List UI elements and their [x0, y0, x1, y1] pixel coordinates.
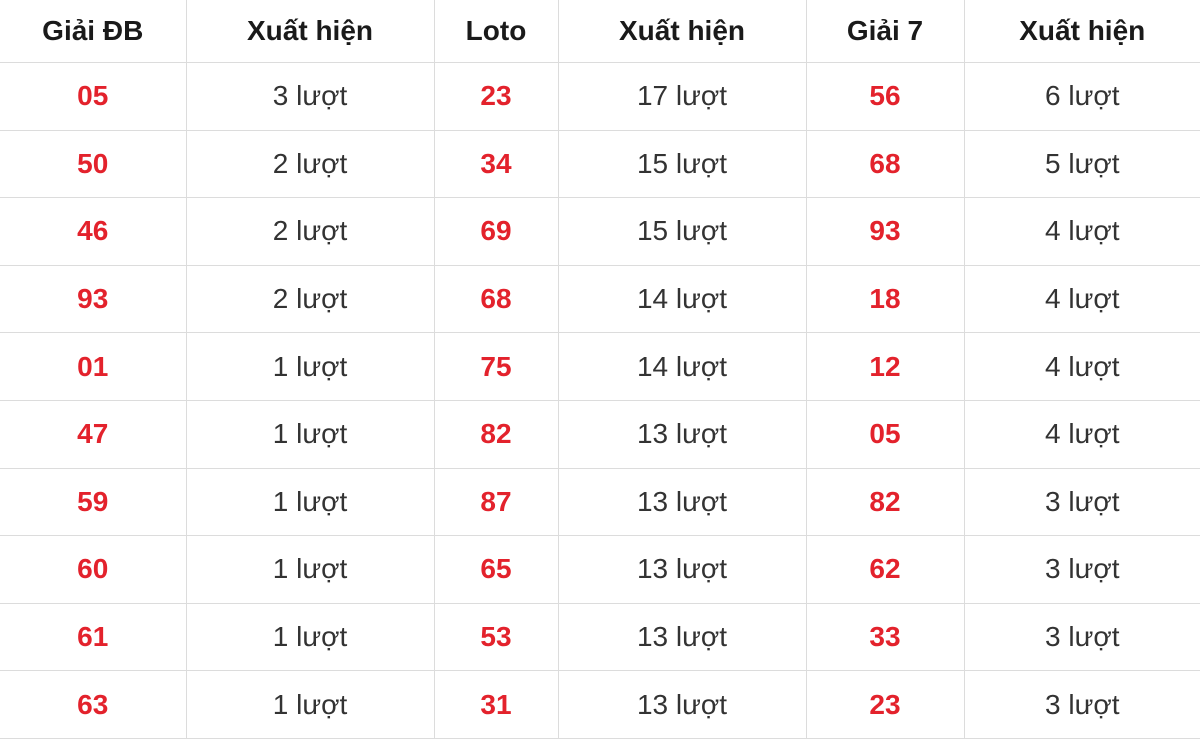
- giai-7-count: 4 lượt: [963, 197, 1200, 266]
- giai-db-number: 47: [0, 399, 187, 469]
- loto-number: 87: [433, 467, 559, 537]
- loto-count: 15 lượt: [557, 129, 807, 199]
- giai-7-count: 3 lượt: [963, 670, 1200, 739]
- loto-number: 34: [433, 129, 559, 199]
- giai-7-number: 93: [805, 197, 965, 266]
- giai-7-number: 33: [805, 602, 965, 672]
- loto-count: 13 lượt: [557, 602, 807, 672]
- table-body: 05 3 lượt 23 17 lượt 56 6 lượt 50 2 lượt 34 15 lư…: [0, 62, 1200, 739]
- header-giai-db: Giải ĐB: [0, 0, 187, 63]
- loto-count: 13 lượt: [557, 670, 807, 739]
- table-row: 46 2 lượt 69 15 lượt 93 4 lượt: [0, 197, 1200, 266]
- table-row: 05 3 lượt 23 17 lượt 56 6 lượt: [0, 62, 1200, 131]
- header-row: Giải ĐB Xuất hiện Loto Xuất hiện Giải 7 …: [0, 0, 1200, 63]
- giai-db-number: 60: [0, 535, 187, 604]
- loto-number: 68: [433, 264, 559, 334]
- loto-count: 14 lượt: [557, 332, 807, 401]
- giai-db-count: 1 lượt: [185, 602, 435, 672]
- giai-7-number: 05: [805, 399, 965, 469]
- loto-number: 82: [433, 399, 559, 469]
- giai-db-number: 46: [0, 197, 187, 266]
- loto-number: 31: [433, 670, 559, 739]
- giai-db-count: 2 lượt: [185, 129, 435, 199]
- loto-count: 13 lượt: [557, 535, 807, 604]
- giai-7-number: 68: [805, 129, 965, 199]
- giai-7-number: 56: [805, 62, 965, 131]
- giai-7-count: 4 lượt: [963, 264, 1200, 334]
- table-row: 61 1 lượt 53 13 lượt 33 3 lượt: [0, 602, 1200, 672]
- table-row: 50 2 lượt 34 15 lượt 68 5 lượt: [0, 129, 1200, 199]
- giai-7-count: 3 lượt: [963, 535, 1200, 604]
- giai-db-count: 1 lượt: [185, 670, 435, 739]
- loto-number: 53: [433, 602, 559, 672]
- table-row: 47 1 lượt 82 13 lượt 05 4 lượt: [0, 399, 1200, 469]
- giai-db-count: 1 lượt: [185, 535, 435, 604]
- loto-number: 65: [433, 535, 559, 604]
- loto-count: 13 lượt: [557, 467, 807, 537]
- giai-7-count: 6 lượt: [963, 62, 1200, 131]
- giai-db-count: 1 lượt: [185, 332, 435, 401]
- giai-7-count: 4 lượt: [963, 332, 1200, 401]
- giai-db-number: 93: [0, 264, 187, 334]
- giai-7-count: 4 lượt: [963, 399, 1200, 469]
- table-row: 01 1 lượt 75 14 lượt 12 4 lượt: [0, 332, 1200, 401]
- giai-7-number: 62: [805, 535, 965, 604]
- loto-count: 17 lượt: [557, 62, 807, 131]
- header-xuat-hien: Xuất hiện: [963, 0, 1200, 63]
- table-row: 93 2 lượt 68 14 lượt 18 4 lượt: [0, 264, 1200, 334]
- giai-db-count: 1 lượt: [185, 467, 435, 537]
- header-loto: Loto: [433, 0, 559, 63]
- giai-db-count: 3 lượt: [185, 62, 435, 131]
- loto-count: 15 lượt: [557, 197, 807, 266]
- giai-db-number: 61: [0, 602, 187, 672]
- giai-7-number: 12: [805, 332, 965, 401]
- table-row: 63 1 lượt 31 13 lượt 23 3 lượt: [0, 670, 1200, 739]
- giai-7-number: 23: [805, 670, 965, 739]
- giai-7-count: 5 lượt: [963, 129, 1200, 199]
- giai-7-count: 3 lượt: [963, 602, 1200, 672]
- loto-number: 23: [433, 62, 559, 131]
- loto-count: 14 lượt: [557, 264, 807, 334]
- giai-db-count: 1 lượt: [185, 399, 435, 469]
- giai-db-number: 50: [0, 129, 187, 199]
- header-xuat-hien: Xuất hiện: [557, 0, 807, 63]
- loto-number: 75: [433, 332, 559, 401]
- header-giai-7: Giải 7: [805, 0, 965, 63]
- giai-7-number: 18: [805, 264, 965, 334]
- loto-count: 13 lượt: [557, 399, 807, 469]
- loto-number: 69: [433, 197, 559, 266]
- header-xuat-hien: Xuất hiện: [185, 0, 435, 63]
- table-row: 60 1 lượt 65 13 lượt 62 3 lượt: [0, 535, 1200, 604]
- giai-db-number: 05: [0, 62, 187, 131]
- giai-db-number: 01: [0, 332, 187, 401]
- giai-db-number: 63: [0, 670, 187, 739]
- giai-db-number: 59: [0, 467, 187, 537]
- table-row: 59 1 lượt 87 13 lượt 82 3 lượt: [0, 467, 1200, 537]
- giai-7-number: 82: [805, 467, 965, 537]
- giai-db-count: 2 lượt: [185, 264, 435, 334]
- giai-db-count: 2 lượt: [185, 197, 435, 266]
- giai-7-count: 3 lượt: [963, 467, 1200, 537]
